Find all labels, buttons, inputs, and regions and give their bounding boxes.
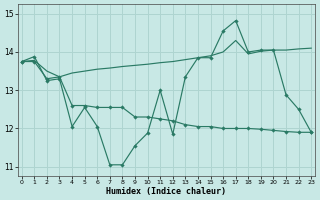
X-axis label: Humidex (Indice chaleur): Humidex (Indice chaleur) — [107, 187, 227, 196]
